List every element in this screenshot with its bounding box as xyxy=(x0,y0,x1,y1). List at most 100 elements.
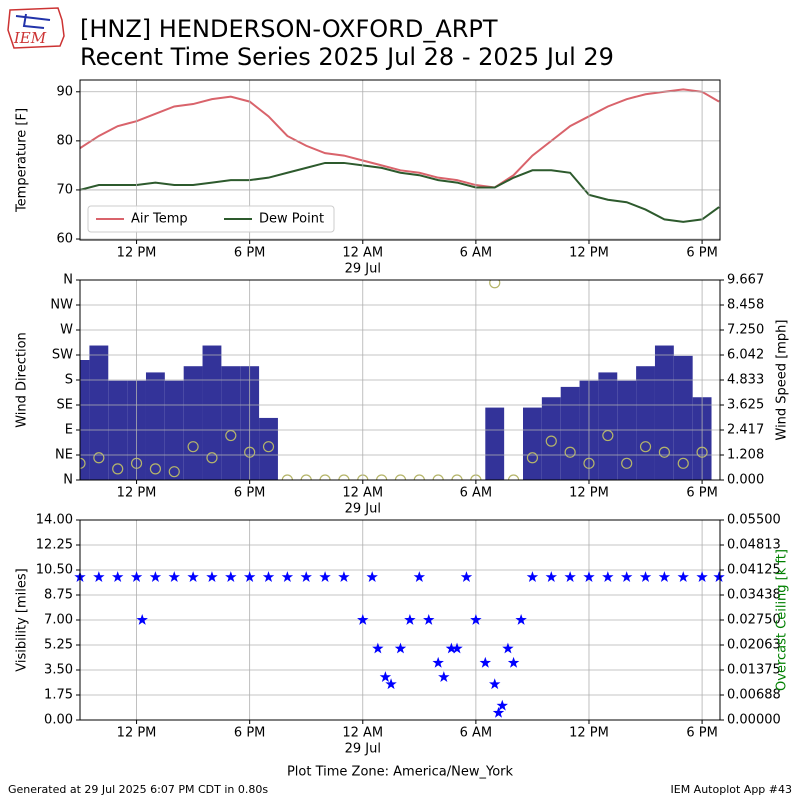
y-tick-label: E xyxy=(65,423,73,438)
legend-label: Dew Point xyxy=(259,212,324,227)
y-tick-label: 70 xyxy=(56,182,73,197)
footer-right: IEM Autoplot App #43 xyxy=(671,783,793,796)
y2-tick-label: 0.02750 xyxy=(727,613,781,628)
y2-tick-label: 0.00688 xyxy=(727,688,781,703)
y-tick-label: 0.00 xyxy=(44,713,73,728)
star-point xyxy=(225,571,237,582)
star-point xyxy=(526,571,539,582)
star-point xyxy=(136,614,148,625)
x-tick-label: 6 PM xyxy=(234,246,265,261)
star-point xyxy=(338,571,350,582)
title: [HNZ] HENDERSON-OXFORD_ARPT xyxy=(80,15,498,43)
star-point xyxy=(489,678,501,690)
point xyxy=(206,452,218,464)
star-point xyxy=(479,656,492,668)
subtitle: Recent Time Series 2025 Jul 28 - 2025 Ju… xyxy=(80,43,614,71)
point xyxy=(262,441,275,453)
y-tick-label: W xyxy=(60,323,73,338)
point xyxy=(319,474,331,480)
y-tick-label: N xyxy=(63,473,73,488)
x-tick-sublabel: 29 Jul xyxy=(345,262,381,277)
x-tick-sublabel: 29 Jul xyxy=(345,742,381,757)
star-point xyxy=(300,571,312,582)
logo-text: IEM xyxy=(13,29,47,47)
x-tick-label: 6 PM xyxy=(234,726,265,741)
y2-tick-label: 0.01375 xyxy=(727,663,781,678)
star-point xyxy=(243,571,256,582)
y-tick-label: NE xyxy=(55,448,73,463)
star-point xyxy=(620,571,633,582)
y-tick-label: 5.25 xyxy=(44,638,73,653)
y-tick-label: 10.50 xyxy=(36,563,73,578)
star-point xyxy=(451,642,463,654)
star-point xyxy=(379,671,392,682)
star-point xyxy=(502,642,514,654)
y2-tick-label: 2.417 xyxy=(727,422,764,437)
star-point xyxy=(372,642,384,654)
plot-area xyxy=(80,280,712,480)
star-point xyxy=(470,614,482,625)
y-axis-label: Wind Direction xyxy=(15,332,30,428)
star-point xyxy=(438,671,450,682)
bar xyxy=(202,345,222,480)
bar xyxy=(89,345,109,480)
point xyxy=(187,441,199,453)
x-tick-label: 12 PM xyxy=(569,246,609,261)
star-point xyxy=(423,614,435,625)
plot-area xyxy=(80,88,720,223)
axes-frame xyxy=(79,519,721,721)
x-tick-label: 12 AM xyxy=(342,486,383,501)
star-point xyxy=(149,571,162,582)
y-tick-label: 14.00 xyxy=(36,513,73,528)
y2-tick-label: 3.625 xyxy=(727,398,764,413)
x-tick-label: 12 PM xyxy=(117,726,157,741)
star-point xyxy=(404,614,416,625)
x-tick-label: 12 AM xyxy=(342,726,383,741)
star-point xyxy=(432,656,444,668)
legend-box xyxy=(87,205,335,233)
bar xyxy=(654,345,674,480)
legend: Air Temp Dew Point xyxy=(87,205,335,233)
y-tick-label: S xyxy=(65,373,73,388)
x-tick-label: 6 PM xyxy=(686,246,717,261)
star-point xyxy=(385,678,397,690)
y-tick-label: 12.25 xyxy=(36,538,73,553)
star-point xyxy=(187,571,199,582)
x-tick-label: 6 AM xyxy=(460,726,493,741)
point xyxy=(639,441,652,453)
star-point xyxy=(357,614,369,625)
bar xyxy=(145,372,165,480)
x-tick-label: 12 PM xyxy=(117,486,157,501)
data-line xyxy=(80,88,720,189)
star-point xyxy=(583,571,595,582)
star-point xyxy=(460,571,473,582)
y-tick-label: N xyxy=(63,273,73,288)
x-axis-label: Plot Time Zone: America/New_York xyxy=(287,765,514,780)
y2-axis-label: Overcast Ceiling [k ft] xyxy=(775,549,790,691)
star-point xyxy=(602,571,614,582)
point xyxy=(451,474,463,480)
y2-tick-label: 0.04125 xyxy=(727,563,781,578)
y-axis-label: Visibility [miles] xyxy=(15,568,30,671)
y-tick-label: 7.00 xyxy=(44,613,73,628)
point xyxy=(93,452,105,464)
point xyxy=(658,446,670,458)
y-tick-label: 3.50 xyxy=(44,663,73,678)
y2-tick-label: 0.03438 xyxy=(727,588,781,603)
y2-tick-label: 0.00000 xyxy=(727,713,781,728)
star-point xyxy=(111,571,124,582)
x-tick-label: 6 PM xyxy=(686,486,717,501)
point xyxy=(281,474,293,480)
star-point xyxy=(696,571,708,582)
star-point xyxy=(639,571,652,582)
point xyxy=(149,463,162,475)
star-point xyxy=(492,706,505,718)
y-tick-label: 90 xyxy=(56,84,73,99)
point xyxy=(489,280,501,289)
point xyxy=(432,474,444,480)
x-tick-label: 12 PM xyxy=(569,486,609,501)
point xyxy=(413,474,425,480)
y2-tick-label: 9.667 xyxy=(727,273,764,288)
point xyxy=(376,474,388,480)
